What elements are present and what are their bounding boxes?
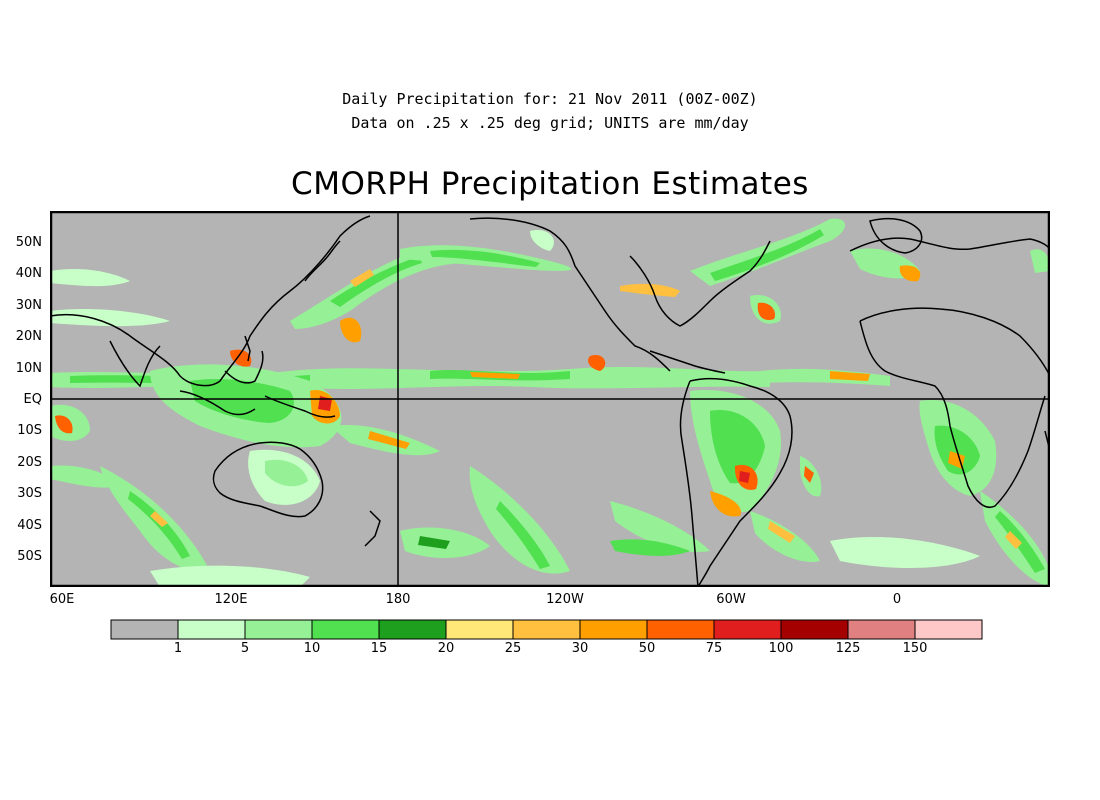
legend-label: 25	[504, 641, 522, 656]
lat-label-10s: 10S	[17, 423, 42, 438]
lat-label-50s: 50S	[17, 549, 42, 564]
lat-label-40s: 40S	[17, 518, 42, 533]
legend-label: 30	[571, 641, 589, 656]
legend-swatch	[311, 619, 380, 640]
date-header: Daily Precipitation for: 21 Nov 2011 (00…	[342, 90, 758, 108]
legend-swatch	[378, 619, 447, 640]
legend-swatch	[780, 619, 849, 640]
legend-label: 20	[437, 641, 455, 656]
lon-label-120e: 120E	[214, 592, 248, 607]
legend-label: 100	[768, 641, 794, 656]
legend-swatch	[177, 619, 246, 640]
lat-label-eq: EQ	[23, 392, 42, 407]
legend-swatch	[847, 619, 916, 640]
lon-label-60e: 60E	[49, 592, 75, 607]
lat-label-30n: 30N	[15, 298, 42, 313]
legend-label: 15	[370, 641, 388, 656]
lon-label-180: 180	[385, 592, 411, 607]
map-border	[50, 211, 1050, 587]
lat-label-20s: 20S	[17, 455, 42, 470]
lon-label-60w: 60W	[716, 592, 746, 607]
legend-swatch	[110, 619, 179, 640]
legend-label: 1	[173, 641, 183, 656]
legend-swatch	[579, 619, 648, 640]
legend-swatch	[914, 619, 983, 640]
coastlines	[50, 215, 1050, 587]
lon-label-120w: 120W	[546, 592, 584, 607]
legend-swatch	[512, 619, 581, 640]
lat-label-40n: 40N	[15, 266, 42, 281]
legend-label: 150	[902, 641, 928, 656]
lat-label-20n: 20N	[15, 329, 42, 344]
precipitation-map	[50, 211, 1050, 587]
lon-label-0: 0	[892, 592, 902, 607]
legend-swatch	[646, 619, 715, 640]
legend-swatch	[445, 619, 514, 640]
legend-label: 10	[303, 641, 321, 656]
units-header: Data on .25 x .25 deg grid; UNITS are mm…	[351, 114, 749, 132]
legend-label: 5	[240, 641, 250, 656]
legend-label: 75	[705, 641, 723, 656]
color-legend	[110, 619, 992, 645]
legend-swatch	[244, 619, 313, 640]
lat-label-50n: 50N	[15, 235, 42, 250]
lat-label-30s: 30S	[17, 486, 42, 501]
map-title: CMORPH Precipitation Estimates	[291, 166, 809, 202]
legend-label: 50	[638, 641, 656, 656]
legend-swatch	[713, 619, 782, 640]
lat-label-10n: 10N	[15, 361, 42, 376]
legend-label: 125	[835, 641, 861, 656]
